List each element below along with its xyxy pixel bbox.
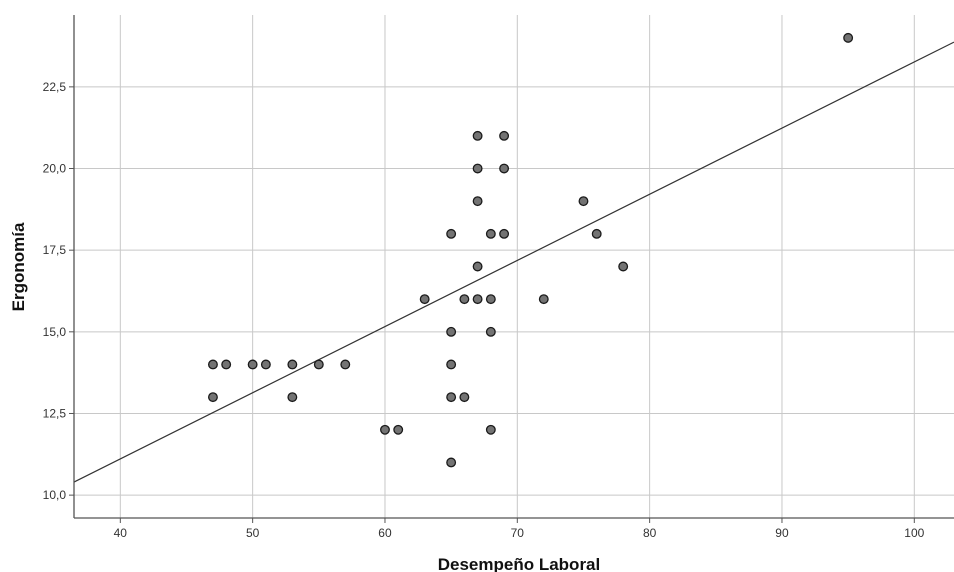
fit-line: [73, 41, 954, 483]
data-point: [485, 294, 496, 305]
y-tick-label: 10,0: [43, 488, 67, 502]
data-point: [393, 424, 404, 435]
data-point: [459, 294, 470, 305]
data-point: [472, 163, 483, 174]
x-tick-labels: 40 50 60 70 80 90 100: [114, 526, 925, 540]
data-point: [843, 32, 854, 43]
data-point: [472, 196, 483, 207]
data-point: [446, 392, 457, 403]
y-tick-label: 12,5: [43, 406, 67, 420]
data-point: [313, 359, 324, 370]
x-tick-label: 80: [643, 526, 657, 540]
data-point: [260, 359, 271, 370]
data-point: [472, 261, 483, 272]
y-tick-label: 22,5: [43, 80, 67, 94]
y-tick-label: 17,5: [43, 243, 67, 257]
y-axis-title: Ergonomía: [9, 222, 28, 311]
data-point: [485, 326, 496, 337]
data-point: [446, 457, 457, 468]
x-tick-label: 100: [904, 526, 924, 540]
data-point: [287, 359, 298, 370]
x-axis-title: Desempeño Laboral: [438, 555, 601, 572]
data-point: [380, 424, 390, 435]
x-tick-label: 50: [246, 526, 260, 540]
data-point: [538, 294, 549, 305]
x-tick-label: 60: [378, 526, 392, 540]
data-point: [485, 228, 496, 239]
data-point: [499, 163, 510, 174]
y-tick-labels: 10,0 12,5 15,0 17,5 20,0 22,5: [43, 80, 67, 502]
data-points: [207, 32, 854, 468]
y-tick-label: 15,0: [43, 325, 67, 339]
data-point: [446, 326, 457, 337]
data-point: [499, 228, 510, 239]
data-point: [340, 359, 351, 370]
x-tick-label: 90: [775, 526, 789, 540]
data-point: [459, 392, 470, 403]
data-point: [472, 294, 483, 305]
axes: [69, 15, 954, 523]
data-point: [446, 228, 457, 239]
data-point: [591, 228, 602, 239]
x-tick-label: 40: [114, 526, 128, 540]
data-point: [207, 359, 218, 370]
data-point: [472, 130, 483, 141]
data-point: [485, 424, 496, 435]
grid-lines: [74, 15, 954, 518]
data-point: [221, 359, 232, 370]
data-point: [618, 261, 629, 272]
data-point: [419, 294, 430, 305]
data-point: [499, 130, 510, 141]
y-tick-label: 20,0: [43, 162, 67, 176]
fit-line-group: [73, 41, 954, 483]
x-tick-label: 70: [511, 526, 525, 540]
data-point: [247, 359, 258, 370]
data-point: [446, 359, 457, 370]
data-point: [578, 196, 589, 207]
data-point: [287, 392, 298, 403]
data-point: [207, 392, 218, 403]
